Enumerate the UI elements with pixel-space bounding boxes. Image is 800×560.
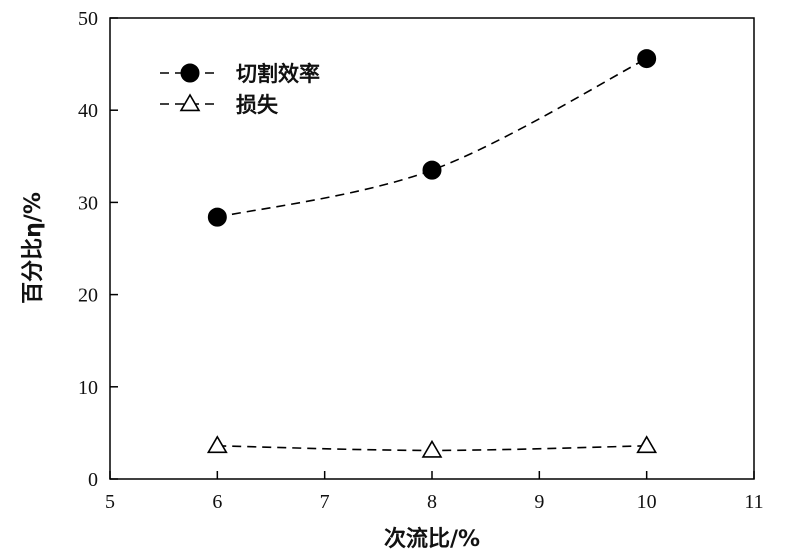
legend-label: 切割效率 bbox=[236, 62, 320, 86]
series-2 bbox=[206, 435, 658, 458]
series-2-point bbox=[636, 435, 658, 454]
legend-marker bbox=[179, 93, 201, 112]
x-tick-label: 6 bbox=[212, 491, 222, 513]
x-tick-label: 9 bbox=[534, 491, 544, 513]
series-1-point bbox=[637, 49, 657, 69]
x-tick-label: 7 bbox=[320, 491, 330, 513]
y-tick-label: 0 bbox=[88, 469, 98, 491]
series-2-point bbox=[421, 439, 443, 458]
series-1 bbox=[207, 49, 657, 227]
series-layer bbox=[206, 49, 658, 458]
y-tick-label: 20 bbox=[78, 285, 98, 307]
y-tick-label: 50 bbox=[78, 8, 98, 30]
x-tick-label: 5 bbox=[105, 491, 115, 513]
series-2-point bbox=[206, 435, 228, 454]
plot-frame bbox=[109, 17, 755, 480]
x-tick-label: 11 bbox=[744, 491, 763, 513]
legend-item-2: 损失 bbox=[160, 93, 279, 117]
y-axis: 0 10 20 30 40 50 bbox=[78, 8, 118, 491]
x-axis-title: 次流比/% bbox=[384, 526, 480, 552]
legend-item-1: 切割效率 bbox=[160, 62, 320, 86]
x-axis: 5 6 7 8 9 10 11 bbox=[105, 471, 764, 513]
series-1-line bbox=[217, 57, 648, 218]
x-tick-label: 10 bbox=[637, 491, 657, 513]
legend-label: 损失 bbox=[236, 93, 279, 117]
y-tick-label: 10 bbox=[78, 377, 98, 399]
y-tick-label: 40 bbox=[78, 100, 98, 122]
y-axis-title: 百分比η/% bbox=[21, 192, 46, 304]
series-1-point bbox=[422, 160, 442, 180]
x-tick-label: 8 bbox=[427, 491, 437, 513]
y-tick-label: 30 bbox=[78, 192, 98, 214]
series-1-point bbox=[207, 207, 227, 227]
legend-marker bbox=[180, 63, 200, 83]
